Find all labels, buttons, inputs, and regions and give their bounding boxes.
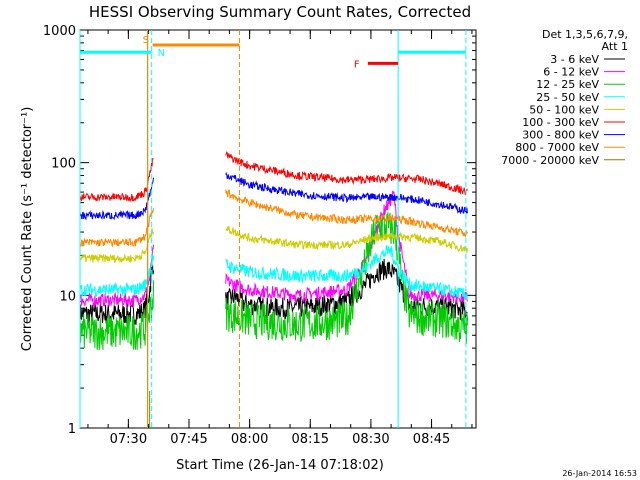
y-tick-label: 10 — [59, 289, 76, 304]
series-line — [79, 190, 468, 308]
series-line — [79, 212, 468, 351]
annotation-label: F — [354, 59, 360, 70]
timestamp: 26-Jan-2014 16:53 — [562, 469, 637, 478]
x-tick-label: 07:45 — [170, 432, 207, 447]
x-tick-label: 08:30 — [352, 432, 389, 447]
legend-label: 25 - 50 keV — [536, 91, 599, 104]
x-axis-label: Start Time (26-Jan-14 07:18:02) — [176, 458, 384, 473]
legend-label: 300 - 800 keV — [522, 129, 599, 142]
y-axis-label: Corrected Count Rate (s⁻¹ detector⁻¹) — [20, 107, 35, 352]
plot-area: 1 10 100 1000 07:30 07:45 08:00 08:15 08:30 08:45… — [43, 24, 477, 447]
y-tick-label: 1 — [68, 422, 76, 437]
y-tick-label: 1000 — [43, 24, 76, 39]
chart-title: HESSI Observing Summary Count Rates, Cor… — [89, 3, 471, 21]
legend-label: 100 - 300 keV — [522, 116, 599, 129]
legend-label: 7000 - 20000 keV — [501, 154, 599, 167]
series-line — [79, 171, 468, 221]
y-tick-label: 100 — [51, 157, 76, 172]
series-line — [79, 188, 468, 248]
legend-label: 6 - 12 keV — [543, 66, 599, 79]
legend-label: 12 - 25 keV — [536, 78, 599, 91]
legend-label: 3 - 6 keV — [550, 53, 599, 66]
annotation-label: S — [143, 35, 149, 46]
x-tick-label: 08:45 — [413, 432, 450, 447]
series-line — [79, 244, 468, 301]
x-tick-label: 07:30 — [110, 432, 147, 447]
legend-label: 50 - 100 keV — [529, 103, 599, 116]
legend-header: Det 1,3,5,6,7,9, — [542, 28, 628, 41]
plot-frame — [79, 29, 477, 429]
x-tick-label: 08:15 — [292, 432, 329, 447]
series-line — [79, 151, 468, 203]
series-line — [79, 225, 468, 264]
legend-label: 800 - 7000 keV — [515, 141, 599, 154]
legend-header: Att 1 — [602, 40, 628, 53]
x-tick-label: 08:00 — [231, 432, 268, 447]
annotation-label: N — [158, 48, 165, 59]
